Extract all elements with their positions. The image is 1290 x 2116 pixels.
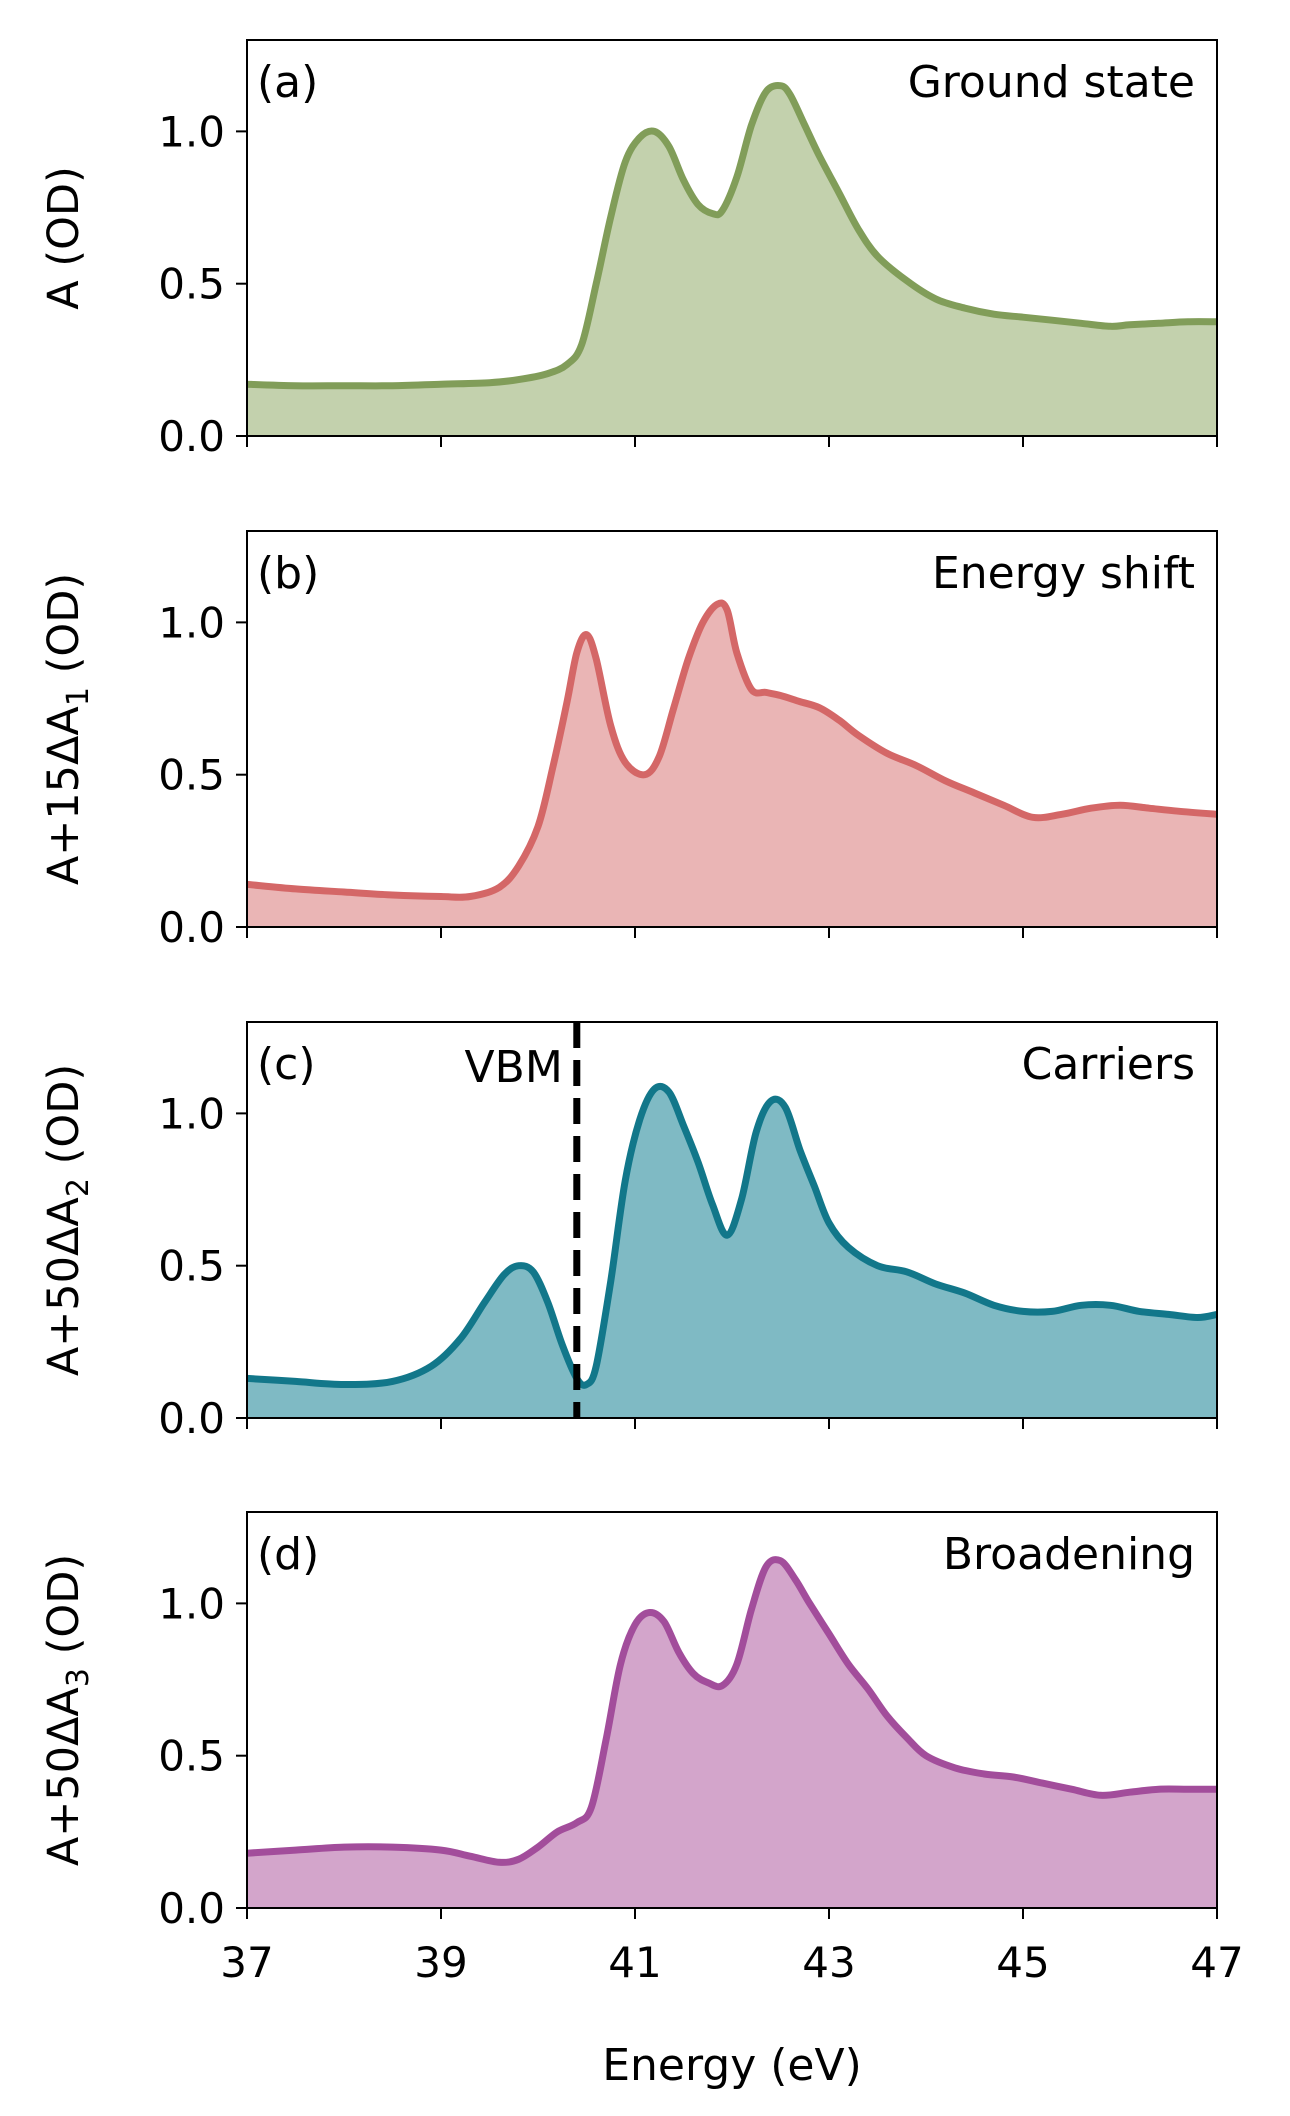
series-line-c (247, 1082, 1217, 1389)
y-tick-label-c-0: 0.0 (158, 1394, 225, 1443)
series-area-d (247, 1559, 1217, 1908)
y-axis-label-main: A+50ΔA (39, 1687, 89, 1867)
y-tick-label-c-2: 1.0 (158, 1089, 225, 1138)
panel-b: 0.0 0.5 1.0 (b) Energy shift A+15ΔA1 (OD) (39, 530, 1218, 952)
panel-a-data (247, 82, 1217, 436)
y-tick-label-a-0: 0.0 (158, 412, 225, 461)
series-area-c (247, 1086, 1217, 1418)
y-tick-label-b-1: 0.5 (158, 751, 225, 800)
vbm-label: VBM (465, 1042, 563, 1093)
panel-b-title: Energy shift (932, 548, 1195, 599)
y-tick-label-d-2: 1.0 (158, 1579, 225, 1628)
y-axis-label-c: A+50ΔA2 (OD) (39, 1064, 96, 1376)
x-tick-label-2: 41 (608, 1938, 661, 1987)
x-tick-label-3: 43 (802, 1938, 855, 1987)
panel-b-tag: (b) (257, 548, 319, 599)
y-axis-label-main: A (OD) (39, 166, 89, 310)
panel-a-frame (246, 39, 1218, 437)
y-tick-label-b-0: 0.0 (158, 903, 225, 952)
panel-d-title: Broadening (943, 1529, 1195, 1580)
panel-d-tag: (d) (257, 1529, 319, 1580)
y-axis-label-main: A+50ΔA (39, 1197, 89, 1377)
panel-c-data (247, 1082, 1217, 1418)
x-tick-label-0: 37 (220, 1938, 273, 1987)
x-tick-label-1: 39 (414, 1938, 467, 1987)
y-tick-label-a-2: 1.0 (158, 107, 225, 156)
series-area-a (247, 85, 1217, 436)
y-tick-label-d-1: 0.5 (158, 1732, 225, 1781)
y-axis-label-unit: (OD) (39, 573, 89, 687)
y-axis-label-subscript: 2 (61, 1178, 96, 1197)
panel-c-frame (246, 1021, 1218, 1419)
series-area-b (247, 602, 1217, 927)
panels-group: 0.0 0.5 1.0 (a) Ground state A (OD) 0.0 0.5 1.0 (… (39, 39, 1218, 1933)
panel-d-frame (246, 1511, 1218, 1909)
y-tick-label-b-2: 1.0 (158, 598, 225, 647)
y-axis-label-a: A (OD) (39, 166, 89, 310)
series-line-d (247, 1556, 1217, 1866)
x-axis-label: Energy (eV) (602, 2040, 862, 2091)
y-axis-label-unit: (OD) (39, 1554, 89, 1668)
panel-a-title: Ground state (908, 57, 1195, 108)
series-line-a (247, 82, 1217, 390)
panel-d-data (247, 1556, 1217, 1908)
x-tick-label-5: 47 (1190, 1938, 1243, 1987)
y-axis-label-subscript: 3 (61, 1668, 96, 1687)
y-axis-label-b: A+15ΔA1 (OD) (39, 573, 96, 885)
series-line-b (247, 599, 1217, 901)
panel-a: 0.0 0.5 1.0 (a) Ground state A (OD) (39, 39, 1218, 461)
panel-c-title: Carriers (1022, 1039, 1195, 1090)
y-tick-label-d-0: 0.0 (158, 1884, 225, 1933)
panel-b-data (247, 599, 1217, 927)
panel-a-tag: (a) (257, 57, 318, 108)
panel-c: VBM 0.0 0.5 1.0 (c) Carriers A+50ΔA2 (OD) (39, 1021, 1218, 1443)
panel-d: 0.0 0.5 1.0 (d) Broadening A+50ΔA3 (OD) (39, 1511, 1218, 1933)
panel-b-frame (246, 530, 1218, 928)
panel-c-tag: (c) (257, 1039, 316, 1090)
y-axis-label-unit: (OD) (39, 1064, 89, 1178)
x-axis-tick-labels: 37 39 41 43 45 47 (220, 1938, 1243, 1987)
x-tick-label-4: 45 (996, 1938, 1049, 1987)
y-axis-label-subscript: 1 (61, 687, 96, 706)
y-tick-label-c-1: 0.5 (158, 1242, 225, 1291)
y-tick-label-a-1: 0.5 (158, 260, 225, 309)
y-axis-label-main: A+15ΔA (39, 706, 89, 886)
y-axis-label-d: A+50ΔA3 (OD) (39, 1554, 96, 1866)
